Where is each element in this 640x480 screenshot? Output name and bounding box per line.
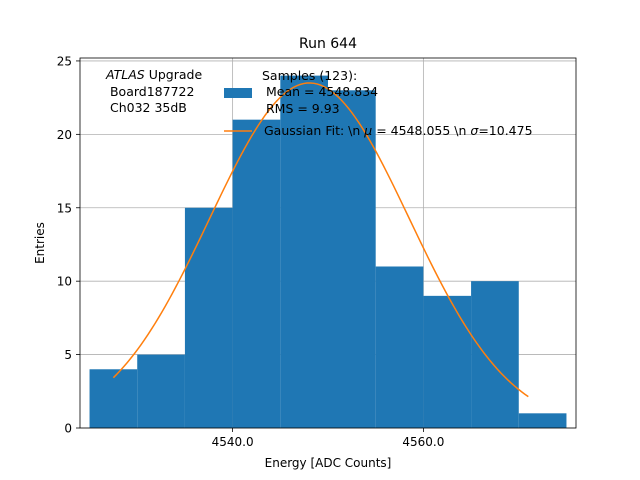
histogram-bar	[232, 119, 281, 429]
legend: Samples (123): Mean = 4548.834 RMS = 9.9…	[224, 68, 533, 138]
histogram-bars	[89, 75, 567, 429]
y-tick-label: 5	[64, 348, 72, 362]
histogram-bar	[184, 207, 233, 428]
legend-samples-swatch	[224, 88, 252, 98]
plot-frame	[79, 57, 577, 429]
y-tick-label: 25	[57, 54, 72, 68]
histogram-bar	[137, 354, 185, 428]
atlas-label: ATLAS	[105, 67, 145, 82]
legend-fit-sigma-value: =10.475	[478, 123, 532, 138]
histogram-bar	[375, 266, 424, 428]
y-tick-label: 0	[64, 422, 72, 436]
x-tick-label: 4540.0	[212, 435, 254, 449]
histogram-bar	[89, 369, 138, 428]
legend-samples-mean: Mean = 4548.834	[262, 84, 378, 99]
histogram-bar	[328, 90, 376, 429]
x-axis-label: Energy [ADC Counts]	[265, 456, 392, 470]
histogram-bar	[280, 75, 328, 428]
legend-fit-sigma-symbol: σ	[470, 123, 479, 138]
atlas-annotation-line1: ATLAS Upgrade	[105, 67, 202, 82]
atlas-annotation-channel: Ch032 35dB	[106, 100, 187, 115]
histogram-bar	[518, 413, 567, 428]
y-tick-label: 15	[57, 201, 72, 215]
legend-fit-prefix: Gaussian Fit: \n	[264, 123, 364, 138]
legend-samples-rms: RMS = 9.93	[262, 101, 340, 116]
atlas-annotation-board: Board187722	[106, 84, 194, 99]
gaussian-fit-line	[112, 82, 529, 398]
histogram-bar	[471, 281, 519, 428]
y-tick-label: 10	[57, 275, 72, 289]
chart-title: Run 644	[299, 36, 357, 52]
y-tick-label: 20	[57, 128, 72, 142]
histogram-bar	[423, 295, 472, 428]
x-tick-label: 4560.0	[402, 435, 444, 449]
legend-fit-mu-symbol: μ	[363, 123, 372, 138]
legend-fit-label: Gaussian Fit: \n μ = 4548.055 \n σ=10.47…	[264, 123, 533, 138]
x-axis-ticks: 4540.0 4560.0	[212, 428, 444, 449]
y-axis-ticks: 0 5 10 15 20 25	[57, 54, 80, 436]
legend-fit-mu-value: = 4548.055 \n	[372, 123, 470, 138]
y-axis-label: Entries	[33, 222, 47, 264]
upgrade-label: Upgrade	[145, 67, 203, 82]
legend-samples-header: Samples (123):	[262, 68, 357, 83]
